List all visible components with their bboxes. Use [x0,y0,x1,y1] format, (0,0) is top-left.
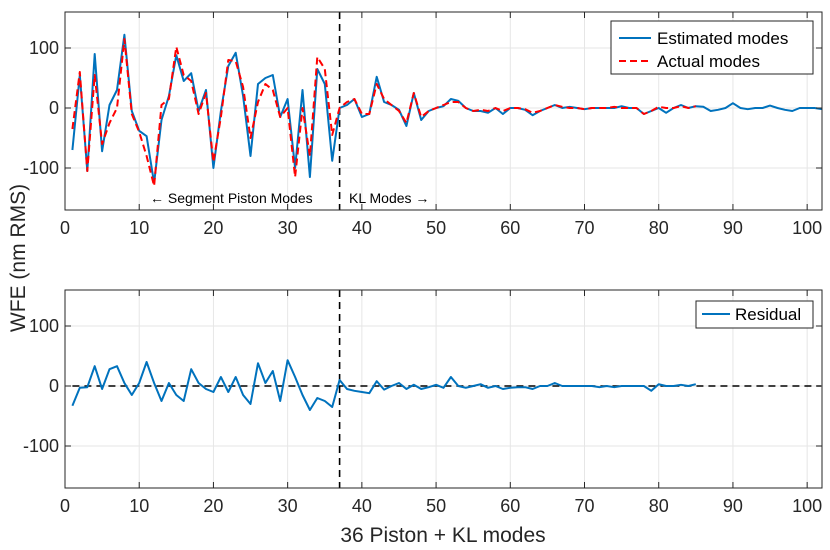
bottom-xtick-label-8: 80 [649,496,669,516]
y-axis-label: WFE (nm RMS) [7,184,30,332]
bottom-panel: 0 10 20 30 40 50 60 70 80 90 100 -100 0 100 [23,289,823,516]
top-xtick-label-4: 40 [352,218,372,238]
bottom-xtick-label-9: 90 [723,496,743,516]
top-xtick-label-5: 50 [426,218,446,238]
bottom-xtick-label-10: 100 [792,496,822,516]
top-xtick-label-7: 70 [574,218,594,238]
legend-label-residual: Residual [735,305,801,324]
x-axis-label: 36 Piston + KL modes [340,524,545,547]
top-series-actual-modes [71,38,697,187]
bottom-ytick-label-1: 0 [49,376,59,396]
top-xtick-label-2: 20 [203,218,223,238]
top-ytick-label-1: 0 [49,98,59,118]
bottom-xtick-label-2: 20 [203,496,223,516]
annotation-segment-piston: ← Segment Piston Modes [150,190,313,206]
bottom-xtick-label-3: 30 [278,496,298,516]
top-xtick-label-3: 30 [278,218,298,238]
top-axes-box [64,11,823,211]
top-legend: Estimated modes Actual modes [610,20,814,75]
top-xtick-label-1: 10 [129,218,149,238]
top-xtick-label-10: 100 [792,218,822,238]
bottom-xtick-label-5: 50 [426,496,446,516]
top-xtick-label-9: 90 [723,218,743,238]
bottom-axes-box [64,289,823,489]
bottom-xtick-label-4: 40 [352,496,372,516]
bottom-ytick-label-0: -100 [23,436,59,456]
bottom-series-residual [71,359,697,411]
bottom-xtick-label-1: 10 [129,496,149,516]
annotation-kl-modes: KL Modes → [349,190,429,206]
bottom-xtick-label-6: 60 [500,496,520,516]
top-ytick-label-2: 100 [29,38,59,58]
top-xtick-label-6: 60 [500,218,520,238]
bottom-ytick-label-2: 100 [29,316,59,336]
bottom-xtick-label-0: 0 [60,496,70,516]
legend-label-estimated: Estimated modes [657,29,788,48]
bottom-xtick-label-7: 70 [574,496,594,516]
legend-label-actual: Actual modes [657,52,760,71]
top-xtick-label-8: 80 [649,218,669,238]
top-ytick-label-0: -100 [23,158,59,178]
top-xtick-label-0: 0 [60,218,70,238]
bottom-legend: Residual [695,300,814,329]
